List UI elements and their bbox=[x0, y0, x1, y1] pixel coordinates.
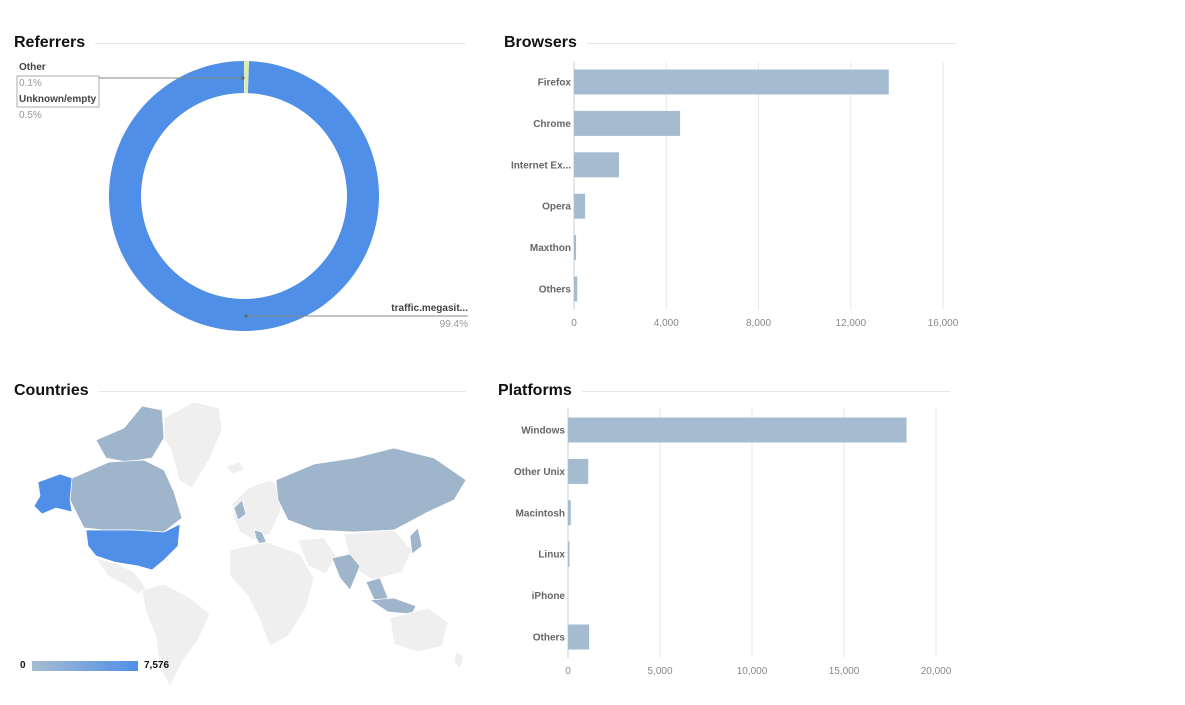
map-africa bbox=[229, 541, 315, 647]
world-map bbox=[33, 401, 467, 687]
map-india bbox=[331, 553, 361, 591]
referrers-slice-label: traffic.megasit... bbox=[391, 303, 468, 314]
map-new-zealand bbox=[453, 651, 465, 669]
referrers-slice-value: 0.5% bbox=[19, 110, 42, 121]
map-australia bbox=[389, 607, 449, 653]
platforms-x-tick-label: 15,000 bbox=[829, 666, 860, 677]
platforms-bar[interactable] bbox=[568, 624, 590, 650]
map-canada bbox=[69, 459, 183, 533]
map-uk bbox=[233, 499, 247, 521]
map-middle-east bbox=[297, 537, 337, 575]
platforms-bar[interactable] bbox=[568, 541, 570, 567]
platforms-x-tick-label: 5,000 bbox=[647, 666, 672, 677]
map-greenland bbox=[163, 401, 223, 489]
referrers-donut-slice[interactable] bbox=[244, 60, 250, 94]
referrers-donut-slice[interactable] bbox=[108, 60, 379, 331]
referrers-slice-label: Other bbox=[19, 62, 46, 73]
platforms-category-label: Macintosh bbox=[516, 508, 565, 519]
browsers-title-rule bbox=[504, 43, 956, 44]
map-russia bbox=[275, 447, 467, 533]
browsers-x-tick-label: 8,000 bbox=[746, 318, 771, 329]
map-canada-islands bbox=[95, 405, 165, 463]
platforms-bar-chart: 0 5,000 10,000 15,000 20,000 Windows Other Uni… bbox=[514, 408, 952, 677]
map-scale-min: 0 bbox=[20, 660, 26, 671]
referrers-main-leader-dot bbox=[244, 314, 248, 318]
platforms-title: Platforms bbox=[498, 382, 582, 400]
browsers-x-tick-label: 0 bbox=[571, 318, 577, 329]
browsers-category-label: Firefox bbox=[538, 78, 572, 89]
browsers-bar[interactable] bbox=[574, 152, 619, 178]
browsers-category-label: Chrome bbox=[533, 119, 571, 130]
map-indonesia bbox=[368, 597, 417, 615]
referrers-title: Referrers bbox=[14, 34, 96, 52]
browsers-bar[interactable] bbox=[574, 110, 681, 136]
browsers-category-label: Maxthon bbox=[530, 243, 571, 254]
referrers-slice-value: 99.4% bbox=[440, 319, 468, 330]
map-japan bbox=[409, 527, 423, 555]
map-alaska bbox=[33, 473, 73, 515]
platforms-bar[interactable] bbox=[568, 458, 589, 484]
referrers-slice-value: 0.1% bbox=[19, 78, 42, 89]
countries-title: Countries bbox=[14, 382, 99, 400]
platforms-bar[interactable] bbox=[568, 500, 571, 526]
browsers-category-label: Others bbox=[539, 285, 572, 296]
platforms-category-label: Others bbox=[533, 633, 566, 644]
referrers-donut-chart: Other 0.1% Unknown/empty 0.5% traffic.megasi… bbox=[16, 60, 468, 331]
referrers-title-rule bbox=[14, 43, 466, 44]
referrers-slice-label: Unknown/empty bbox=[19, 94, 97, 105]
platforms-category-label: iPhone bbox=[532, 591, 566, 602]
browsers-x-tick-label: 4,000 bbox=[654, 318, 679, 329]
map-southeast-asia bbox=[365, 577, 389, 605]
platforms-bar[interactable] bbox=[568, 417, 907, 443]
referrers-leader-dot bbox=[241, 76, 245, 80]
platforms-x-tick-label: 20,000 bbox=[921, 666, 952, 677]
platforms-category-label: Other Unix bbox=[514, 467, 566, 478]
countries-title-rule bbox=[14, 391, 466, 392]
browsers-bar[interactable] bbox=[574, 69, 889, 95]
browsers-bar[interactable] bbox=[574, 235, 577, 261]
browsers-x-tick-label: 12,000 bbox=[835, 318, 866, 329]
platforms-category-label: Linux bbox=[538, 550, 565, 561]
browsers-category-label: Internet Ex... bbox=[511, 160, 571, 171]
browsers-bar-chart: 0 4,000 8,000 12,000 16,000 Firefox Chrome Inte… bbox=[511, 62, 959, 329]
browsers-x-tick-label: 16,000 bbox=[928, 318, 959, 329]
platforms-x-tick-label: 10,000 bbox=[737, 666, 768, 677]
platforms-title-rule bbox=[498, 391, 950, 392]
browsers-category-label: Opera bbox=[542, 202, 571, 213]
platforms-category-label: Windows bbox=[521, 426, 565, 437]
map-usa bbox=[85, 523, 181, 571]
map-iceland bbox=[225, 461, 245, 475]
map-europe bbox=[231, 479, 285, 541]
browsers-title: Browsers bbox=[504, 34, 587, 52]
referrers-callout-box bbox=[16, 75, 100, 108]
map-country-shapes bbox=[33, 401, 467, 687]
map-south-america bbox=[141, 583, 211, 687]
map-scale-max: 7,576 bbox=[144, 660, 170, 671]
platforms-x-tick-label: 0 bbox=[565, 666, 571, 677]
browsers-bar[interactable] bbox=[574, 276, 578, 302]
browsers-bar[interactable] bbox=[574, 193, 586, 219]
map-color-scale: 0 7,576 bbox=[18, 658, 178, 674]
map-scale-gradient bbox=[32, 661, 138, 671]
